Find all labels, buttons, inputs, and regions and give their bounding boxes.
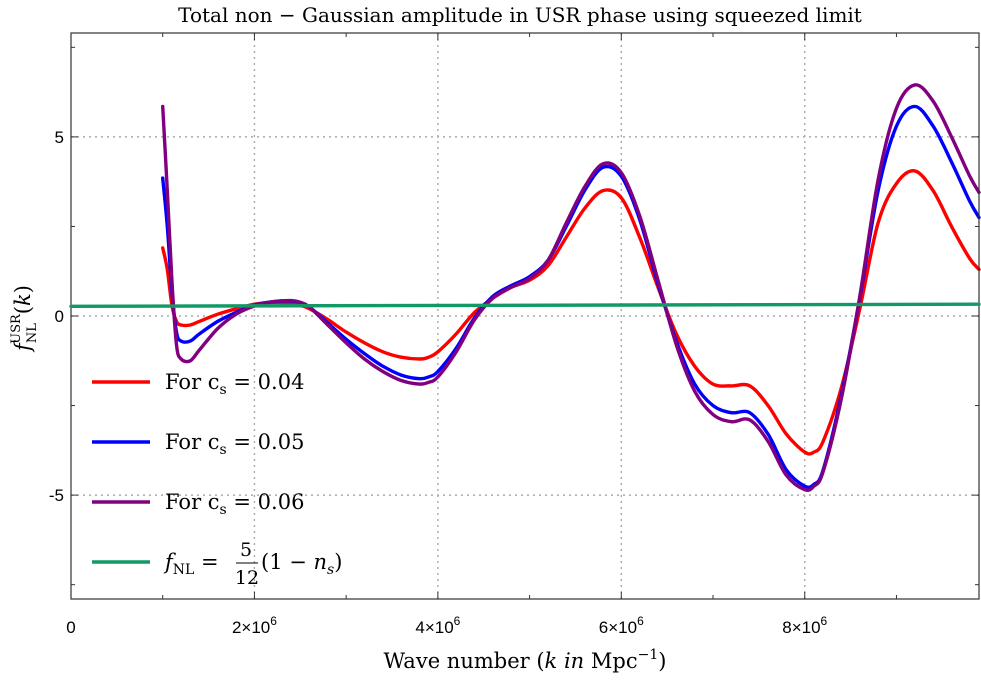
legend-label: fNL = [163,550,219,578]
fnl-line-layer [69,302,981,308]
chart-title: Total non − Gaussian amplitude in USR ph… [178,3,862,27]
legend-label-tail: (1 − ns) [261,550,342,578]
series-line-fnl [69,302,981,308]
axis-ticks [70,33,979,599]
legend-fraction-denominator: 12 [235,567,259,589]
y-tick-label: 0 [55,307,64,326]
x-tick-label: 8×106 [782,614,827,637]
x-axis-label: Wave number (k in Mpc−1) [384,647,667,673]
y-tick-label: -5 [49,486,64,505]
y-axis-label: fNLUSR(k) [9,285,40,353]
y-tick-label: 5 [55,128,64,147]
legend: For cs = 0.04 For cs = 0.05 For cs = 0.06 f… [92,370,342,589]
x-tick-label: 4×106 [415,614,460,637]
grid [71,33,979,599]
legend-label: For cs = 0.04 [165,370,304,398]
series-line-cs-0-06 [161,83,981,493]
x-tick-label: 2×106 [232,614,277,637]
legend-label: For cs = 0.05 [165,430,304,458]
legend-fraction-numerator: 5 [240,539,252,561]
x-tick-label: 6×106 [599,614,644,637]
legend-label: For cs = 0.06 [165,490,304,518]
x-tick-label: 0 [66,618,75,637]
axis-tick-labels: 0 2×106 4×106 6×106 8×106 5 0 -5 [49,128,828,637]
